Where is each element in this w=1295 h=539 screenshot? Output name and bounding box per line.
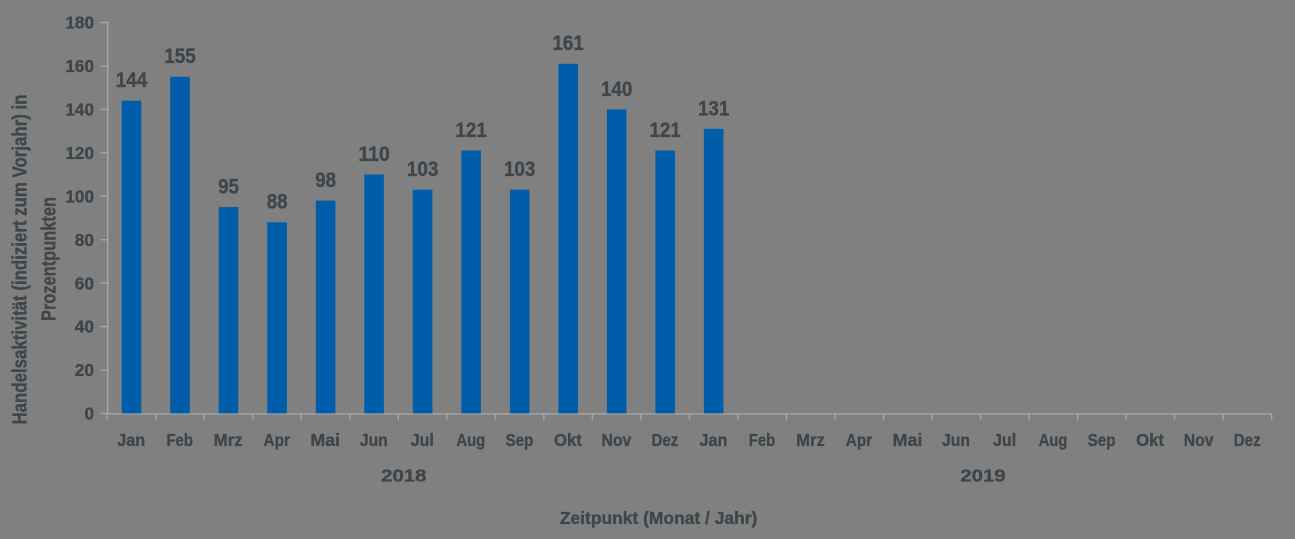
svg-text:Jan: Jan [117,430,145,450]
svg-text:95: 95 [218,175,239,199]
svg-text:121: 121 [649,118,681,142]
svg-text:Handelsaktivität (indiziert zu: Handelsaktivität (indiziert zum Vorjahr)… [9,95,32,425]
svg-text:Okt: Okt [554,430,582,450]
svg-text:Aug: Aug [1039,430,1068,450]
svg-text:140: 140 [601,77,633,101]
svg-text:Zeitpunkt (Monat / Jahr): Zeitpunkt (Monat / Jahr) [560,508,758,528]
svg-text:144: 144 [116,68,148,92]
svg-text:98: 98 [315,168,336,192]
svg-text:Aug: Aug [456,430,485,450]
svg-text:Dez: Dez [1234,430,1261,450]
svg-text:110: 110 [358,142,390,166]
svg-text:120: 120 [65,143,94,163]
svg-text:2019: 2019 [960,465,1006,485]
svg-text:Sep: Sep [1088,430,1116,450]
svg-text:Feb: Feb [749,430,776,450]
svg-text:88: 88 [267,190,288,214]
svg-text:Nov: Nov [1184,430,1214,450]
svg-text:Mrz: Mrz [796,430,825,450]
svg-text:180: 180 [65,13,94,33]
svg-text:0: 0 [85,404,95,424]
svg-text:Mai: Mai [893,430,923,450]
svg-text:60: 60 [75,273,94,293]
svg-text:Apr: Apr [846,430,873,450]
svg-text:Nov: Nov [602,430,632,450]
svg-text:Jul: Jul [993,430,1016,450]
svg-text:155: 155 [164,44,196,68]
svg-text:Prozentpunkten: Prozentpunkten [38,197,61,321]
svg-text:140: 140 [65,100,94,120]
svg-text:121: 121 [455,118,487,142]
svg-text:20: 20 [75,360,94,380]
svg-text:Mrz: Mrz [214,430,243,450]
svg-text:Sep: Sep [505,430,533,450]
svg-text:100: 100 [65,186,94,206]
svg-text:40: 40 [75,317,94,337]
svg-text:Jul: Jul [411,430,434,450]
svg-text:Dez: Dez [651,430,678,450]
svg-text:161: 161 [552,31,584,55]
svg-text:Apr: Apr [264,430,291,450]
svg-text:160: 160 [65,56,94,76]
svg-text:Jun: Jun [942,430,970,450]
svg-text:103: 103 [504,157,536,181]
svg-text:80: 80 [75,230,94,250]
svg-text:Jun: Jun [360,430,388,450]
svg-text:Jan: Jan [699,430,727,450]
svg-text:Feb: Feb [166,430,193,450]
svg-text:2018: 2018 [381,465,427,485]
svg-text:Mai: Mai [310,430,340,450]
svg-text:Okt: Okt [1136,430,1164,450]
svg-text:103: 103 [407,157,439,181]
svg-text:131: 131 [698,96,730,120]
